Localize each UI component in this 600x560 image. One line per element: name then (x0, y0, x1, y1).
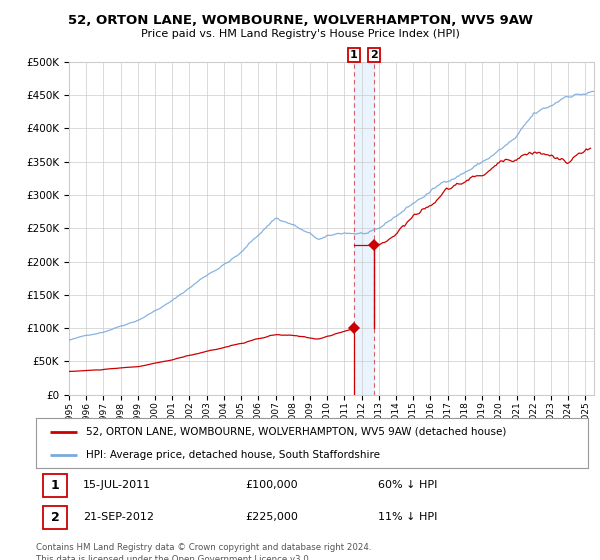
FancyBboxPatch shape (43, 506, 67, 529)
Text: 15-JUL-2011: 15-JUL-2011 (83, 480, 151, 490)
Text: 2: 2 (50, 511, 59, 524)
Text: 1: 1 (350, 50, 358, 60)
Text: £100,000: £100,000 (246, 480, 298, 490)
Text: 52, ORTON LANE, WOMBOURNE, WOLVERHAMPTON, WV5 9AW (detached house): 52, ORTON LANE, WOMBOURNE, WOLVERHAMPTON… (86, 427, 506, 437)
Text: Contains HM Land Registry data © Crown copyright and database right 2024.
This d: Contains HM Land Registry data © Crown c… (36, 543, 371, 560)
Text: 11% ↓ HPI: 11% ↓ HPI (378, 512, 437, 522)
Text: 60% ↓ HPI: 60% ↓ HPI (378, 480, 437, 490)
Text: 2: 2 (370, 50, 378, 60)
Text: £225,000: £225,000 (246, 512, 299, 522)
Text: 21-SEP-2012: 21-SEP-2012 (83, 512, 154, 522)
Text: 1: 1 (50, 479, 59, 492)
FancyBboxPatch shape (43, 474, 67, 497)
Text: Price paid vs. HM Land Registry's House Price Index (HPI): Price paid vs. HM Land Registry's House … (140, 29, 460, 39)
Text: HPI: Average price, detached house, South Staffordshire: HPI: Average price, detached house, Sout… (86, 450, 380, 460)
Text: 52, ORTON LANE, WOMBOURNE, WOLVERHAMPTON, WV5 9AW: 52, ORTON LANE, WOMBOURNE, WOLVERHAMPTON… (67, 14, 533, 27)
Bar (354, 62, 374, 395)
